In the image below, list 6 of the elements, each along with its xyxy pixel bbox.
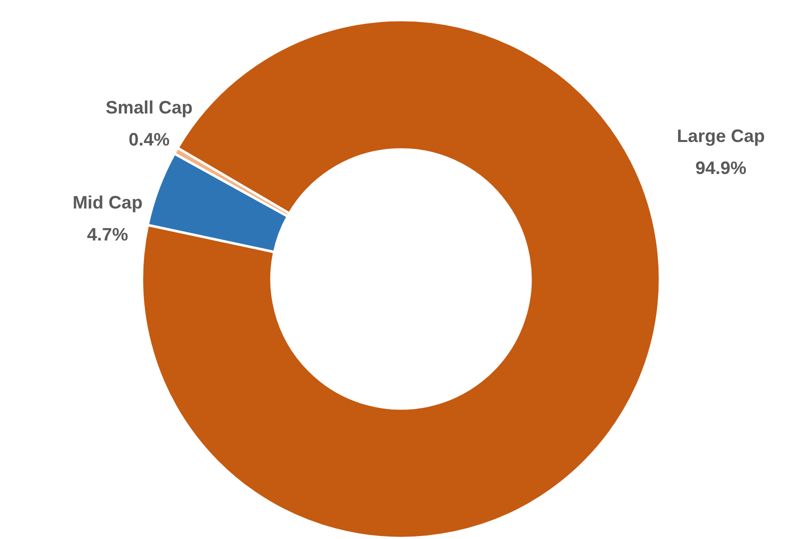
data-label: 94.9%	[695, 158, 746, 178]
slice-label: Large Cap	[676, 126, 765, 146]
slice-label: Mid Cap	[72, 192, 143, 213]
data-label: 4.7%	[87, 224, 128, 245]
data-label: 0.4%	[128, 130, 170, 150]
slice-label: Small Cap	[106, 98, 193, 118]
